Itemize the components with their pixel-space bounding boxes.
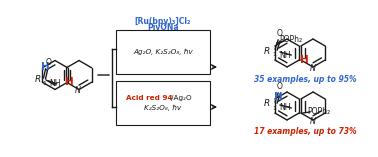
Bar	[116, 81, 210, 125]
Text: O: O	[276, 82, 282, 91]
Text: R: R	[34, 75, 40, 84]
Text: H: H	[65, 77, 74, 87]
Text: POPh₂: POPh₂	[307, 106, 330, 116]
Text: N: N	[310, 117, 316, 126]
Text: [Ru(bpy)₃]Cl₂: [Ru(bpy)₃]Cl₂	[135, 17, 191, 27]
Text: 35 examples, up to 95%: 35 examples, up to 95%	[254, 75, 356, 84]
Text: POPh₂: POPh₂	[279, 35, 302, 43]
Text: N: N	[75, 87, 81, 95]
Text: 1: 1	[272, 106, 276, 111]
Text: O: O	[276, 29, 282, 38]
Text: NH: NH	[49, 79, 60, 88]
Text: H: H	[299, 55, 308, 65]
Text: PivONa: PivONa	[147, 24, 179, 32]
Text: Acid red 94: Acid red 94	[126, 95, 172, 101]
Text: 1: 1	[272, 52, 276, 57]
Text: K₂S₂O₈, ℏv: K₂S₂O₈, ℏv	[144, 105, 181, 111]
Text: H: H	[41, 62, 50, 72]
Text: /Ag₂O: /Ag₂O	[171, 95, 191, 101]
Text: NH: NH	[280, 51, 291, 60]
Bar	[116, 30, 210, 74]
Text: N: N	[310, 64, 316, 73]
Text: O: O	[46, 58, 51, 67]
Text: H: H	[274, 92, 282, 102]
Text: NH: NH	[280, 103, 291, 113]
Text: R: R	[264, 100, 270, 108]
Text: 1: 1	[43, 81, 46, 86]
Text: Ag₂O, K₂S₂O₈, ℏv: Ag₂O, K₂S₂O₈, ℏv	[133, 49, 193, 55]
Text: R: R	[264, 46, 270, 56]
Text: 17 examples, up to 73%: 17 examples, up to 73%	[254, 127, 356, 136]
